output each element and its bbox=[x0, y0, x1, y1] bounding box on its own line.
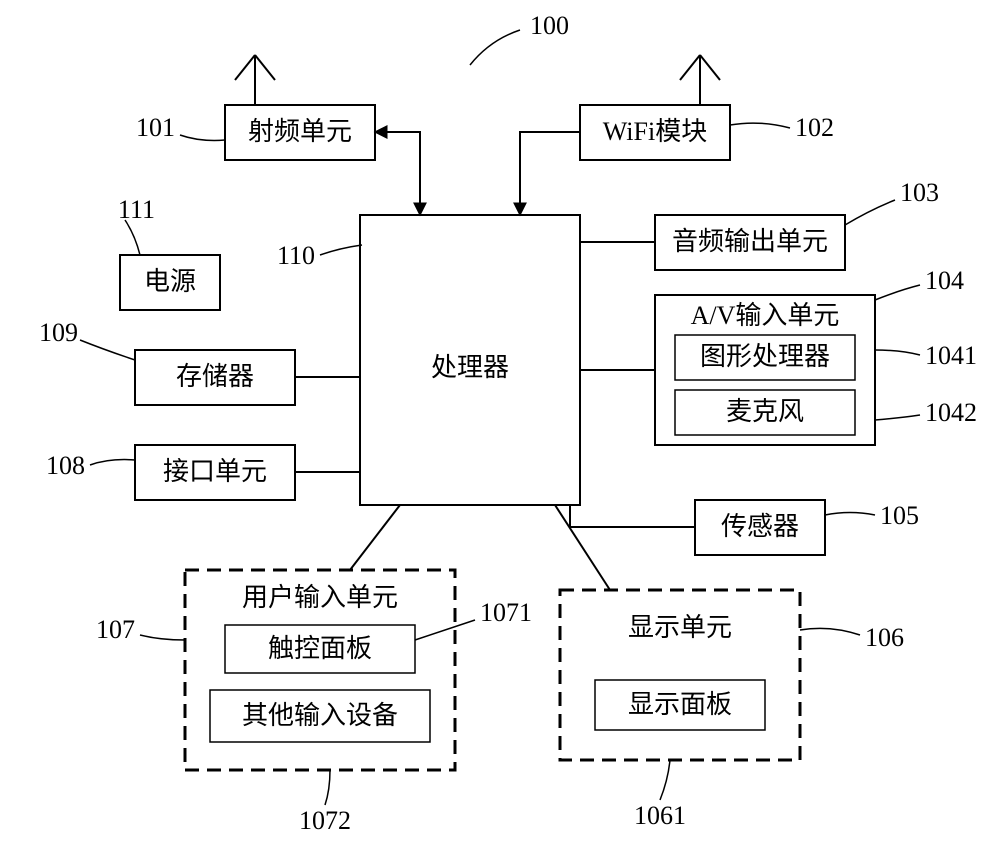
rf-antenna-icon bbox=[235, 55, 275, 105]
ref-1042: 1042 bbox=[925, 398, 977, 427]
ref-107: 107 bbox=[96, 615, 135, 644]
interface-label: 接口单元 bbox=[163, 457, 267, 486]
leader-1061 bbox=[660, 760, 670, 800]
ref-103: 103 bbox=[900, 178, 939, 207]
leader-107 bbox=[140, 635, 185, 640]
leader-108 bbox=[90, 460, 135, 465]
ref-104: 104 bbox=[925, 266, 964, 295]
edge-rf-cpu bbox=[375, 132, 420, 215]
ref-101: 101 bbox=[136, 113, 175, 142]
power-label: 电源 bbox=[144, 267, 196, 296]
audio-label: 音频输出单元 bbox=[672, 227, 828, 256]
ref-105: 105 bbox=[880, 501, 919, 530]
leader-102 bbox=[730, 123, 790, 128]
gpu-label: 图形处理器 bbox=[700, 342, 830, 371]
ref-109: 109 bbox=[39, 318, 78, 347]
wifi-label: WiFi模块 bbox=[603, 117, 707, 146]
leader-1041 bbox=[875, 350, 920, 355]
ref-106: 106 bbox=[865, 623, 904, 652]
processor-label: 处理器 bbox=[431, 353, 509, 382]
ref-1041: 1041 bbox=[925, 341, 977, 370]
av-label: A/V输入单元 bbox=[691, 301, 840, 330]
wifi-antenna-icon bbox=[680, 55, 720, 105]
rf-label: 射频单元 bbox=[248, 117, 352, 146]
sensor-label: 传感器 bbox=[721, 512, 799, 541]
display-label: 显示单元 bbox=[628, 613, 732, 642]
user-input-label: 用户输入单元 bbox=[242, 583, 398, 612]
leader-101 bbox=[180, 135, 225, 140]
ref-1071: 1071 bbox=[480, 598, 532, 627]
ref-111: 111 bbox=[118, 195, 155, 224]
ref-110: 110 bbox=[277, 241, 315, 270]
edge-display-cpu bbox=[555, 505, 610, 590]
ref-100: 100 bbox=[530, 11, 569, 40]
touch-panel-label: 触控面板 bbox=[268, 634, 372, 663]
leader-1072 bbox=[325, 770, 330, 805]
other-input-label: 其他输入设备 bbox=[242, 701, 398, 730]
edge-sensor-cpu bbox=[570, 505, 695, 527]
leader-1071 bbox=[415, 620, 475, 640]
leader-100 bbox=[470, 30, 520, 65]
leader-105 bbox=[825, 513, 875, 516]
display-panel-label: 显示面板 bbox=[628, 690, 732, 719]
ref-1061: 1061 bbox=[634, 801, 686, 830]
leader-104 bbox=[875, 285, 920, 300]
ref-108: 108 bbox=[46, 451, 85, 480]
edge-wifi-cpu bbox=[520, 132, 580, 215]
ref-1072: 1072 bbox=[299, 806, 351, 835]
leader-1042 bbox=[875, 415, 920, 420]
ref-102: 102 bbox=[795, 113, 834, 142]
leader-109 bbox=[80, 340, 135, 360]
leader-103 bbox=[845, 200, 895, 225]
mic-label: 麦克风 bbox=[726, 397, 804, 426]
edge-input-cpu bbox=[350, 505, 400, 570]
leader-106 bbox=[800, 628, 860, 635]
memory-label: 存储器 bbox=[176, 362, 254, 391]
leader-111 bbox=[125, 220, 140, 255]
leader-110 bbox=[320, 245, 362, 255]
